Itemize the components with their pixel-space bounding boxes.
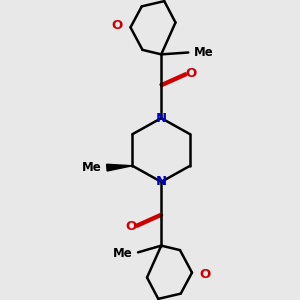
Text: O: O: [125, 220, 136, 233]
Text: Me: Me: [194, 46, 213, 59]
Polygon shape: [106, 164, 132, 171]
Text: Me: Me: [82, 161, 102, 174]
Text: N: N: [156, 176, 167, 188]
Text: O: O: [200, 268, 211, 281]
Text: O: O: [185, 67, 197, 80]
Text: Me: Me: [113, 247, 133, 260]
Text: N: N: [156, 112, 167, 124]
Text: O: O: [112, 20, 123, 32]
